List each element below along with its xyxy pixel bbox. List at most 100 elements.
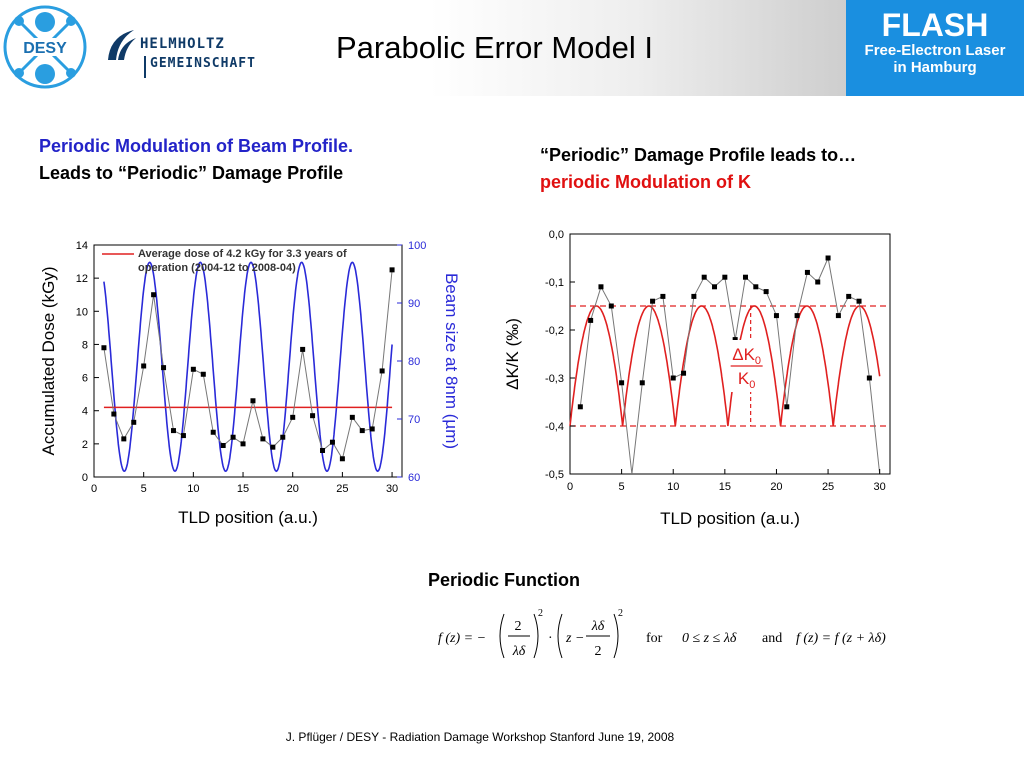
- dose-point: [220, 443, 226, 449]
- dose-series-line: [103, 269, 393, 461]
- flash-logo-box: FLASH Free-Electron Laser in Hamburg: [846, 0, 1024, 96]
- y-tick-label: 2: [82, 439, 88, 451]
- k-point: [866, 375, 872, 381]
- x-tick-label: 20: [287, 483, 299, 495]
- desy-label: DESY: [23, 40, 67, 57]
- left-heading-line2: Leads to “Periodic” Damage Profile: [39, 163, 344, 183]
- y-tick-label: 10: [76, 306, 88, 318]
- y-tick-label: 0,0: [549, 229, 564, 241]
- dose-point: [131, 419, 137, 425]
- y-axis-label: ΔK/K (‰): [503, 318, 522, 390]
- helmholtz-logo: HELMHOLTZ GEMEINSCHAFT: [104, 22, 274, 82]
- dose-point: [260, 436, 266, 442]
- k-point: [773, 313, 779, 319]
- legend-line2: operation (2004-12 to 2008-04): [138, 262, 296, 274]
- flash-subtitle-line2: in Hamburg: [893, 59, 977, 76]
- k-point: [742, 274, 748, 280]
- k-point: [577, 404, 583, 410]
- dose-point: [210, 429, 216, 435]
- dose-point: [339, 456, 345, 462]
- dose-point: [369, 426, 375, 432]
- dose-point: [310, 413, 316, 419]
- periodic-function-formula: f (z) = − 2 λδ 2 · z − λδ 2 2 for 0 ≤ z …: [438, 608, 886, 659]
- x-tick-label: 0: [91, 483, 97, 495]
- k-point: [763, 289, 769, 295]
- dose-point: [389, 267, 395, 273]
- k-point: [701, 274, 707, 280]
- delta-k-chart: 0 5 10 15 20 25 30 0,0 -0,1 -0,2 -0,3 -0,4 -0,5 ΔK0 …: [503, 229, 891, 528]
- x-tick-label: 15: [237, 483, 249, 495]
- y2-tick-label: 60: [408, 472, 420, 484]
- footer: J. Pflüger / DESY - Radiation Damage Wor…: [0, 730, 1024, 744]
- k-point: [804, 269, 810, 275]
- delta-k-annotation: ΔK0 K0: [728, 340, 765, 392]
- k-point: [619, 380, 625, 386]
- svg-text:ΔK0: ΔK0: [732, 345, 761, 367]
- k-point: [639, 380, 645, 386]
- header-bar: DESY HELMHOLTZ GEMEINSCHAFT Parabolic Er…: [0, 0, 1024, 96]
- dose-point: [151, 292, 157, 298]
- x-tick-label: 10: [187, 483, 199, 495]
- desy-logo: DESY: [3, 5, 87, 89]
- x-tick-label: 20: [770, 481, 782, 493]
- formula-exp2: 2: [618, 608, 623, 619]
- x-tick-label: 25: [336, 483, 348, 495]
- y2-tick-label: 70: [408, 414, 420, 426]
- formula-frac1-den: λδ: [512, 644, 526, 659]
- parabola-curve: [569, 305, 881, 427]
- dose-point: [200, 371, 206, 377]
- dose-point: [290, 414, 296, 420]
- x-tick-label: 5: [619, 481, 625, 493]
- y-axis-label: Accumulated Dose (kGy): [39, 267, 58, 456]
- dose-point: [170, 428, 176, 434]
- k-point: [835, 313, 841, 319]
- formula-frac2-den: 2: [595, 644, 602, 659]
- k-point: [856, 298, 862, 304]
- formula-for: for: [646, 631, 663, 646]
- dose-point: [250, 398, 256, 404]
- dose-point: [180, 433, 186, 439]
- k-point: [794, 313, 800, 319]
- formula-var: z −: [565, 631, 584, 646]
- dose-point: [111, 411, 117, 417]
- dose-point: [320, 447, 326, 453]
- k-point: [598, 284, 604, 290]
- annotation-num-subscript: 0: [755, 355, 761, 367]
- formula-frac2-num: λδ: [591, 619, 605, 634]
- annotation-den-subscript: 0: [749, 379, 755, 391]
- svg-text:K0: K0: [738, 369, 755, 391]
- k-series-line: [579, 256, 881, 475]
- dose-point: [329, 439, 335, 445]
- k-point: [732, 337, 738, 343]
- k-point: [722, 274, 728, 280]
- y-tick-label: -0,5: [545, 469, 564, 481]
- formula-lhs: f (z) = −: [438, 631, 486, 646]
- periodic-function-title: Periodic Function: [428, 570, 581, 590]
- right-heading-line2: periodic Modulation of K: [540, 172, 751, 192]
- dose-point: [379, 368, 385, 374]
- dose-point: [349, 414, 355, 420]
- x-tick-label: 30: [874, 481, 886, 493]
- y-tick-label: -0,2: [545, 325, 564, 337]
- right-heading-line1: “Periodic” Damage Profile leads to…: [540, 145, 857, 165]
- y2-tick-label: 100: [408, 240, 426, 252]
- k-point: [846, 293, 852, 299]
- dose-point: [230, 434, 236, 440]
- helmholtz-emblem-icon: [108, 30, 136, 60]
- dose-point: [270, 444, 276, 450]
- formula-range: 0 ≤ z ≤ λδ: [682, 631, 737, 646]
- k-point: [650, 298, 656, 304]
- annotation-denominator: K: [738, 369, 750, 388]
- formula-dot: ·: [548, 631, 553, 646]
- helmholtz-line1: HELMHOLTZ: [140, 36, 225, 52]
- helmholtz-line2: GEMEINSCHAFT: [150, 56, 256, 71]
- k-point: [660, 293, 666, 299]
- flash-subtitle-line1: Free-Electron Laser: [864, 42, 1006, 59]
- x-tick-label: 10: [667, 481, 679, 493]
- y2-tick-label: 80: [408, 356, 420, 368]
- x-tick-label: 30: [386, 483, 398, 495]
- y-tick-label: 8: [82, 339, 88, 351]
- y-tick-label: 6: [82, 373, 88, 385]
- dose-point: [141, 363, 147, 369]
- k-point: [753, 284, 759, 290]
